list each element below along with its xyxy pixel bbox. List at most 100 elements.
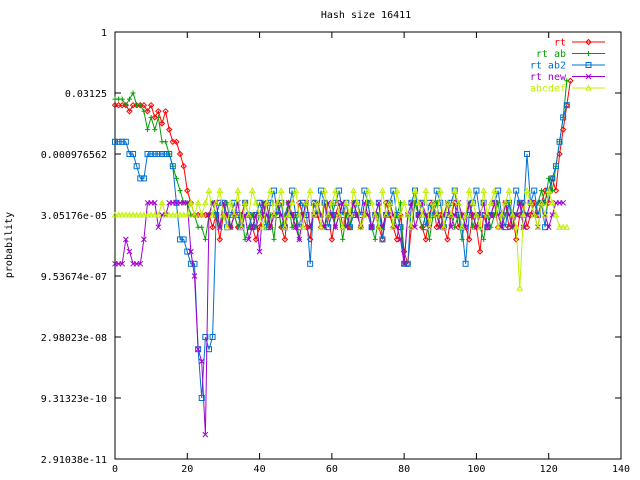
- data-point: [488, 224, 494, 230]
- data-point: [187, 260, 194, 267]
- data-point: [281, 236, 289, 243]
- data-point: [397, 224, 404, 231]
- y-tick-label: 1: [101, 28, 107, 39]
- data-point: [372, 236, 378, 242]
- data-point: [147, 101, 155, 109]
- data-point: [227, 199, 235, 206]
- data-point: [509, 211, 516, 218]
- data-point: [346, 211, 354, 218]
- data-point: [111, 211, 119, 218]
- data-point: [155, 108, 162, 115]
- data-point: [126, 248, 133, 255]
- data-point: [585, 38, 592, 46]
- data-point: [350, 187, 357, 194]
- data-point: [183, 211, 191, 218]
- data-point: [223, 223, 231, 230]
- data-point: [122, 236, 129, 243]
- data-point: [545, 187, 553, 194]
- data-point: [530, 211, 538, 218]
- data-point: [487, 199, 495, 206]
- data-point: [386, 199, 394, 206]
- data-point: [115, 138, 122, 145]
- data-point: [379, 236, 386, 243]
- data-point: [148, 114, 154, 120]
- data-point: [531, 187, 538, 194]
- data-point: [563, 223, 571, 230]
- data-point: [353, 199, 361, 206]
- data-point: [437, 199, 444, 206]
- data-point: [332, 224, 339, 231]
- y-tick-label: 0.03125: [65, 89, 107, 100]
- data-point: [452, 224, 458, 230]
- data-point: [462, 211, 469, 218]
- data-point: [433, 223, 440, 231]
- data-point: [191, 260, 198, 267]
- x-tick-label: 40: [254, 464, 266, 475]
- data-point: [184, 248, 191, 255]
- data-point: [400, 199, 408, 206]
- data-point: [180, 236, 187, 243]
- data-point: [585, 84, 592, 91]
- data-point: [342, 199, 350, 206]
- data-point: [270, 211, 278, 218]
- x-axis: 0 20 40 60 80 100 120 140: [112, 32, 630, 475]
- y-tick-label: 9.31323e-10: [41, 394, 107, 405]
- data-point: [481, 236, 487, 242]
- data-point: [538, 199, 545, 206]
- data-point: [173, 138, 180, 146]
- data-point: [560, 114, 567, 121]
- data-point: [483, 211, 491, 218]
- data-point: [473, 187, 480, 194]
- data-point: [198, 211, 206, 218]
- data-point: [151, 114, 158, 121]
- data-point: [151, 151, 158, 157]
- data-point: [545, 224, 552, 231]
- data-point: [523, 223, 531, 231]
- data-point: [552, 163, 559, 170]
- data-point: [397, 211, 404, 218]
- data-point: [126, 96, 132, 102]
- legend-label: rt ab: [536, 49, 566, 60]
- data-point: [404, 211, 412, 218]
- data-point: [188, 248, 194, 255]
- data-point: [173, 175, 179, 181]
- data-point: [129, 211, 137, 218]
- data-point: [296, 236, 303, 243]
- legend-label: rt ab2: [530, 61, 566, 72]
- data-point: [112, 138, 118, 145]
- y-tick-label: 2.98023e-08: [41, 333, 107, 344]
- data-point: [397, 236, 404, 243]
- data-point: [277, 187, 285, 194]
- x-tick-label: 20: [181, 464, 193, 475]
- data-point: [382, 211, 390, 218]
- data-point: [548, 199, 556, 206]
- data-point: [169, 163, 176, 170]
- data-point: [393, 187, 401, 194]
- data-point: [436, 187, 444, 194]
- data-point: [267, 224, 274, 231]
- data-point: [393, 236, 401, 243]
- data-point: [440, 223, 448, 230]
- data-point: [169, 211, 177, 218]
- data-point: [368, 224, 375, 231]
- data-point: [180, 162, 187, 170]
- data-point: [564, 78, 570, 84]
- data-point: [292, 224, 299, 231]
- data-point: [140, 211, 148, 218]
- series-rt-new: [112, 199, 567, 438]
- y-tick-label: 3.05176e-05: [41, 211, 107, 222]
- data-point: [324, 211, 332, 218]
- data-point: [136, 211, 144, 218]
- data-point: [361, 211, 368, 218]
- data-point: [202, 334, 209, 340]
- data-point: [115, 211, 122, 218]
- data-point: [458, 223, 466, 230]
- data-point: [368, 199, 375, 206]
- data-point: [241, 199, 249, 206]
- data-point: [245, 236, 252, 243]
- data-point: [418, 211, 426, 218]
- data-point: [317, 223, 325, 230]
- x-tick-label: 100: [467, 464, 485, 475]
- data-point: [126, 108, 133, 115]
- data-point: [118, 211, 126, 218]
